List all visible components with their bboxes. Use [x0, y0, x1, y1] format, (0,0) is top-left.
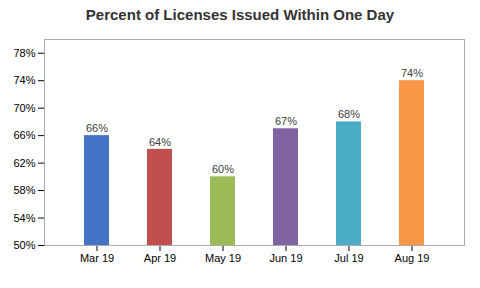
svg-text:54%: 54%: [13, 212, 35, 224]
svg-text:60%: 60%: [212, 163, 234, 175]
svg-text:66%: 66%: [13, 129, 35, 141]
svg-text:Apr 19: Apr 19: [144, 252, 176, 264]
svg-text:74%: 74%: [401, 67, 423, 79]
svg-text:Jul 19: Jul 19: [334, 252, 363, 264]
svg-text:Jun 19: Jun 19: [269, 252, 302, 264]
svg-text:64%: 64%: [149, 136, 171, 148]
svg-text:50%: 50%: [13, 239, 35, 251]
svg-text:66%: 66%: [86, 122, 108, 134]
svg-text:May 19: May 19: [205, 252, 241, 264]
svg-text:Aug 19: Aug 19: [395, 252, 430, 264]
svg-text:78%: 78%: [13, 47, 35, 59]
html-text:Percent of Licenses Issued Wit: Percent of Licenses Issued Within One Da…: [85, 6, 395, 23]
svg-text:67%: 67%: [275, 115, 297, 127]
svg-text:Mar 19: Mar 19: [80, 252, 114, 264]
svg-text:58%: 58%: [13, 184, 35, 196]
svg-text:74%: 74%: [13, 74, 35, 86]
svg-text:70%: 70%: [13, 102, 35, 114]
svg-text:68%: 68%: [338, 108, 360, 120]
svg-text:62%: 62%: [13, 157, 35, 169]
